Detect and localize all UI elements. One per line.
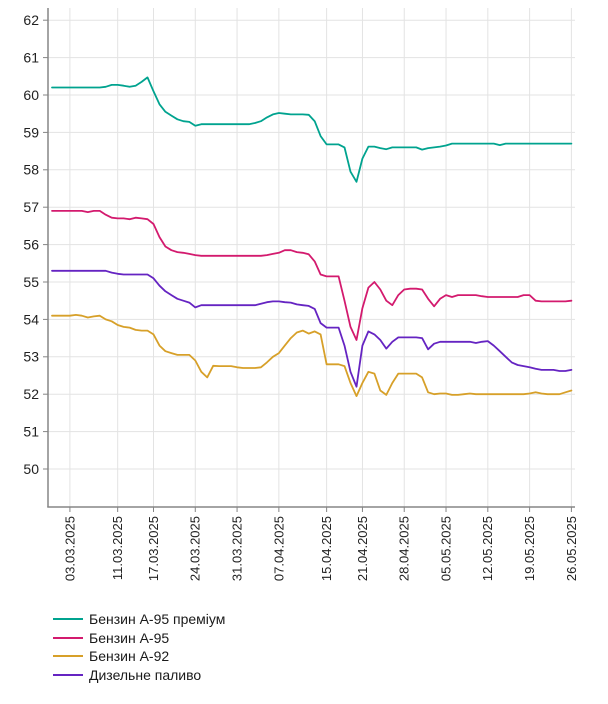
- legend-label-diesel: Дизельне паливо: [89, 666, 202, 683]
- x-tick-label: 24.03.2025: [188, 516, 203, 581]
- y-tick-label: 60: [23, 87, 39, 103]
- legend-swatch-a95: [53, 636, 83, 639]
- legend-label-a95-premium: Бензин А-95 преміум: [89, 611, 226, 628]
- legend-swatch-a92: [53, 655, 83, 658]
- legend-item-a95[interactable]: Бензин А-95: [53, 629, 608, 648]
- y-tick-label: 54: [23, 311, 39, 327]
- y-tick-label: 50: [23, 461, 39, 477]
- legend-label-a92: Бензин А-92: [89, 648, 170, 665]
- y-tick-label: 58: [23, 162, 39, 178]
- x-tick-label: 28.04.2025: [397, 516, 412, 581]
- price-chart-canvas: 62 61 60 59 58 57 56 55 54 53 52 51 50 03.03.2025 11.0…: [23, 8, 579, 581]
- x-tick-label: 17.03.2025: [146, 516, 161, 581]
- series-line-a95-premium: [51, 76, 573, 183]
- y-tick-label: 62: [23, 12, 39, 28]
- y-tick-label: 57: [23, 199, 39, 215]
- series-line-a92: [51, 313, 573, 398]
- y-tick-label: 51: [23, 424, 39, 440]
- legend-item-a95-premium[interactable]: Бензин А-95 преміум: [53, 610, 608, 629]
- legend-item-diesel[interactable]: Дизельне паливо: [53, 666, 608, 685]
- x-tick-label: 11.03.2025: [110, 516, 125, 580]
- y-tick-label: 55: [23, 274, 39, 290]
- y-tick-label: 59: [23, 124, 39, 140]
- series-line-a95: [51, 209, 573, 341]
- fuel-price-chart: 62 61 60 59 58 57 56 55 54 53 52 51 50 03.03.2025 11.0…: [23, 8, 608, 684]
- y-tick-label: 52: [23, 386, 39, 402]
- x-tick-label: 19.05.2025: [522, 516, 537, 581]
- y-tick-label: 61: [23, 50, 39, 66]
- y-tick-label: 56: [23, 237, 39, 253]
- x-tick-label: 31.03.2025: [229, 516, 244, 581]
- series-line-diesel: [51, 269, 573, 388]
- x-tick-label: 15.04.2025: [319, 516, 334, 581]
- x-tick-label: 03.03.2025: [62, 516, 77, 581]
- chart-legend: Бензин А-95 преміум Бензин А-95 Бензин А…: [53, 610, 608, 684]
- legend-swatch-diesel: [53, 673, 83, 676]
- x-tick-label: 26.05.2025: [564, 516, 579, 581]
- legend-item-a92[interactable]: Бензин А-92: [53, 647, 608, 666]
- y-tick-label: 53: [23, 349, 39, 365]
- x-tick-label: 07.04.2025: [271, 516, 286, 581]
- x-tick-label: 12.05.2025: [480, 516, 495, 581]
- legend-swatch-a95-premium: [53, 618, 83, 621]
- x-tick-label: 05.05.2025: [438, 516, 453, 581]
- x-tick-label: 21.04.2025: [355, 516, 370, 581]
- legend-label-a95: Бензин А-95: [89, 629, 170, 646]
